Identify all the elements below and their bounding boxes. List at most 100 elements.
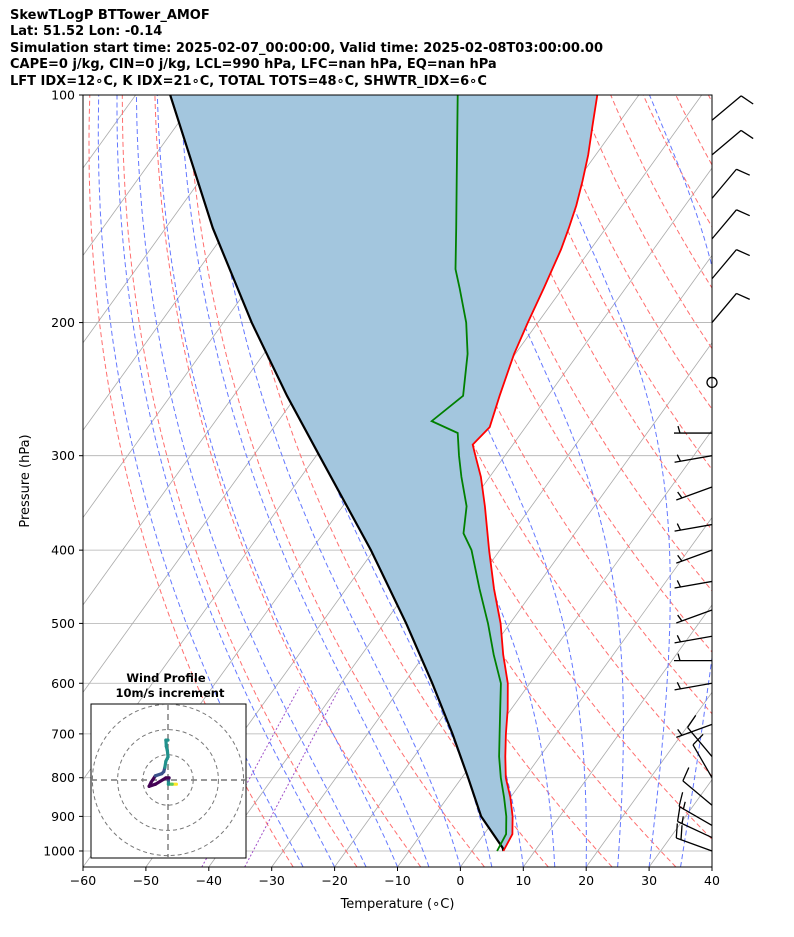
wind-barb	[676, 549, 713, 564]
wind-barb	[674, 425, 712, 434]
dry-adiabat-line	[121, 95, 358, 867]
isotherm-line	[648, 778, 712, 867]
moist-adiabat-line	[179, 95, 430, 867]
dry-adiabat-line	[707, 95, 712, 104]
barb-flag	[678, 792, 684, 807]
barb-staff	[711, 209, 737, 240]
dry-adiabat-line	[741, 95, 794, 867]
hodograph-segment	[153, 776, 168, 786]
wind-barb	[687, 714, 713, 757]
dry-adiabat-line	[577, 95, 712, 350]
barb-half-flag	[676, 523, 682, 531]
y-tick-label: 200	[51, 315, 75, 330]
barb-half-flag	[676, 454, 682, 462]
y-tick-label: 300	[51, 448, 75, 463]
isotherm-line	[271, 254, 712, 867]
time-line: Simulation start time: 2025-02-07_00:00:…	[10, 40, 603, 56]
y-tick-label: 1000	[43, 843, 75, 858]
wind-barb	[676, 486, 713, 501]
barb-staff	[711, 168, 737, 199]
barb-staff	[676, 723, 713, 738]
wind-barb	[676, 723, 713, 738]
moist-adiabat-line	[135, 95, 367, 867]
parcel-profile-line	[169, 95, 505, 852]
isotherm-line	[83, 95, 199, 257]
x-tick-label: 30	[641, 873, 657, 888]
temperature-line	[471, 95, 599, 852]
wind-barb	[676, 609, 713, 624]
wind-barb	[674, 523, 713, 532]
wind-barb	[674, 653, 712, 662]
barb-half-flag	[676, 635, 682, 643]
barb-flag	[687, 714, 697, 728]
wind-barb	[711, 249, 750, 280]
y-tick-label: 800	[51, 770, 75, 785]
wind-barb	[674, 454, 713, 463]
barb-half-flag	[681, 816, 684, 824]
y-tick-label: 900	[51, 809, 75, 824]
barb-flag	[675, 823, 678, 839]
hodograph-plot	[91, 704, 246, 858]
shaded-area-layer	[170, 95, 598, 851]
x-tick-label: 40	[704, 873, 720, 888]
hodograph-ring	[117, 729, 219, 831]
barb-staff	[711, 95, 742, 121]
wind-barb	[682, 767, 713, 806]
barb-flag	[736, 209, 750, 217]
moist-adiabat-line	[156, 95, 398, 867]
dry-adiabat-line	[154, 95, 422, 867]
barb-staff	[674, 523, 713, 532]
isotherm-line	[208, 167, 712, 867]
barb-staff	[676, 549, 713, 564]
barb-staff	[711, 293, 737, 323]
barb-flag	[736, 292, 750, 300]
x-axis-label: Temperature (∘C)	[340, 897, 455, 912]
isotherm-line	[460, 516, 712, 867]
barb-flag	[682, 767, 690, 782]
wind-barb	[674, 681, 713, 691]
wind-barb	[674, 580, 713, 589]
barb-staff	[692, 744, 713, 779]
y-tick-label: 700	[51, 726, 75, 741]
barb-half-flag	[682, 801, 686, 810]
barb-half-flag	[677, 653, 681, 661]
barb-staff	[682, 780, 713, 806]
isotherm-line	[0, 95, 10, 867]
moist-adiabat-line	[529, 95, 671, 867]
indices-line-2: LFT IDX=12∘C, K IDX=21∘C, TOTAL TOTS=48∘…	[10, 73, 487, 89]
x-tick-label: −30	[259, 873, 285, 888]
x-tick-label: −50	[133, 873, 159, 888]
x-tick-label: 0	[456, 873, 464, 888]
x-tick-label: −60	[70, 873, 96, 888]
wind-barb	[676, 807, 713, 839]
dry-adiabat-line	[642, 95, 712, 228]
cin-shaded-area	[170, 95, 598, 851]
chart-header: SkewTLogP BTTower_AMOF Lat: 51.52 Lon: -…	[10, 8, 790, 90]
y-axis-label: Pressure (hPa)	[18, 434, 33, 527]
profile-lines	[169, 95, 599, 852]
axes-layer: −60 −50 −40 −30 −20 −10 0 10 20 30 40 1000 900 800 700…	[18, 88, 720, 913]
barb-half-flag	[676, 580, 682, 588]
wind-barbs	[674, 95, 754, 867]
barb-flag	[736, 249, 750, 257]
barb-half-flag	[677, 729, 683, 736]
barb-staff	[677, 820, 713, 839]
barb-half-flag	[677, 554, 683, 562]
location-line: Lat: 51.52 Lon: -0.14	[10, 24, 163, 40]
isotherm-line	[334, 342, 712, 867]
barb-half-flag	[677, 491, 683, 499]
x-tick-label: −10	[384, 873, 410, 888]
isotherm-line	[522, 604, 712, 867]
isotherm-line	[585, 691, 712, 867]
indices-line-1: CAPE=0 j/kg, CIN=0 j/kg, LCL=990 hPa, LF…	[10, 57, 497, 73]
moist-adiabat-line	[711, 864, 712, 867]
calm-wind-circle	[706, 376, 718, 389]
y-tick-label: 600	[51, 676, 75, 691]
barb-staff	[676, 837, 713, 852]
isotherm-line	[0, 95, 73, 867]
moist-adiabat-line	[116, 95, 336, 867]
barb-half-flag	[677, 614, 683, 622]
barb-flag	[740, 95, 754, 105]
wind-barb	[711, 168, 750, 199]
